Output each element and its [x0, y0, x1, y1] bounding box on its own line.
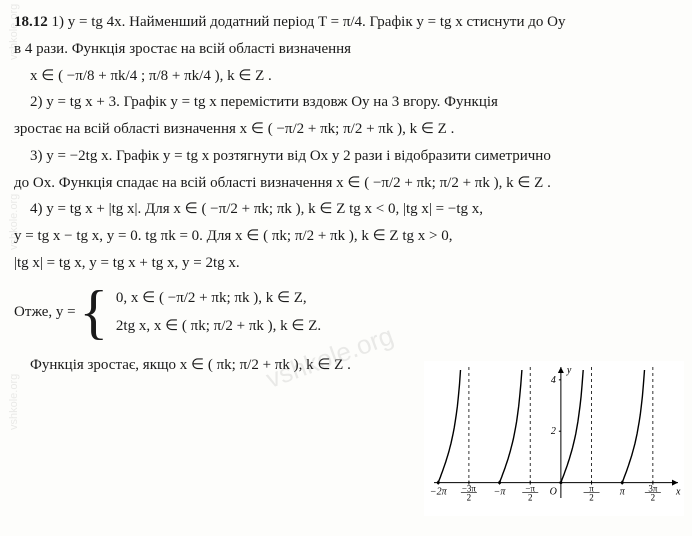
svg-text:y: y	[566, 365, 572, 376]
text-p1c: x ∈ ( −π/8 + πk/4 ; π/8 + πk/4 ), k ∈ Z …	[14, 64, 678, 89]
text-p3b: до Ox. Функція спадає на всій області ви…	[14, 171, 678, 196]
piecewise-lead: Отже, y =	[14, 304, 76, 320]
piecewise-block: 0, x ∈ ( −π/2 + πk; πk ), k ∈ Z, 2tg x, …	[116, 282, 321, 344]
svg-text:2: 2	[651, 493, 656, 503]
text-p3a: 3) y = −2tg x. Графік y = tg x розтягнут…	[14, 144, 678, 169]
svg-text:x: x	[675, 487, 681, 498]
svg-text:4: 4	[551, 375, 556, 386]
svg-text:2: 2	[589, 493, 594, 503]
chart-svg: 24−2π−3π2−π−π2Oπ2π3π2xy	[424, 361, 684, 516]
chart-2tanx: 24−2π−3π2−π−π2Oπ2π3π2xy	[424, 361, 684, 516]
text-p2a: 2) y = tg x + 3. Графік y = tg x переміс…	[14, 90, 678, 115]
svg-text:2: 2	[551, 426, 556, 437]
text-p4b: y = tg x − tg x, y = 0. tg πk = 0. Для x…	[14, 224, 678, 249]
piecewise-row-1: 0, x ∈ ( −π/2 + πk; πk ), k ∈ Z,	[116, 286, 321, 311]
svg-text:−π: −π	[494, 487, 507, 498]
svg-text:−2π: −2π	[430, 487, 448, 498]
piecewise-row-2: 2tg x, x ∈ ( πk; π/2 + πk ), k ∈ Z.	[116, 314, 321, 339]
svg-text:2: 2	[467, 493, 472, 503]
text-p1a: 1) y = tg 4x. Найменший додатний період …	[52, 14, 566, 30]
text-p4a: 4) y = tg x + |tg x|. Для x ∈ ( −π/2 + π…	[14, 197, 678, 222]
svg-text:O: O	[550, 487, 557, 498]
text-p1b: в 4 рази. Функція зростає на всій област…	[14, 37, 678, 62]
watermark: vshkole.org	[5, 374, 23, 430]
text-p2b: зростає на всій області визначення x ∈ (…	[14, 117, 678, 142]
problem-number: 18.12	[14, 14, 48, 30]
svg-text:2: 2	[528, 493, 533, 503]
text-p4c: |tg x| = tg x, y = tg x + tg x, y = 2tg …	[14, 251, 678, 276]
